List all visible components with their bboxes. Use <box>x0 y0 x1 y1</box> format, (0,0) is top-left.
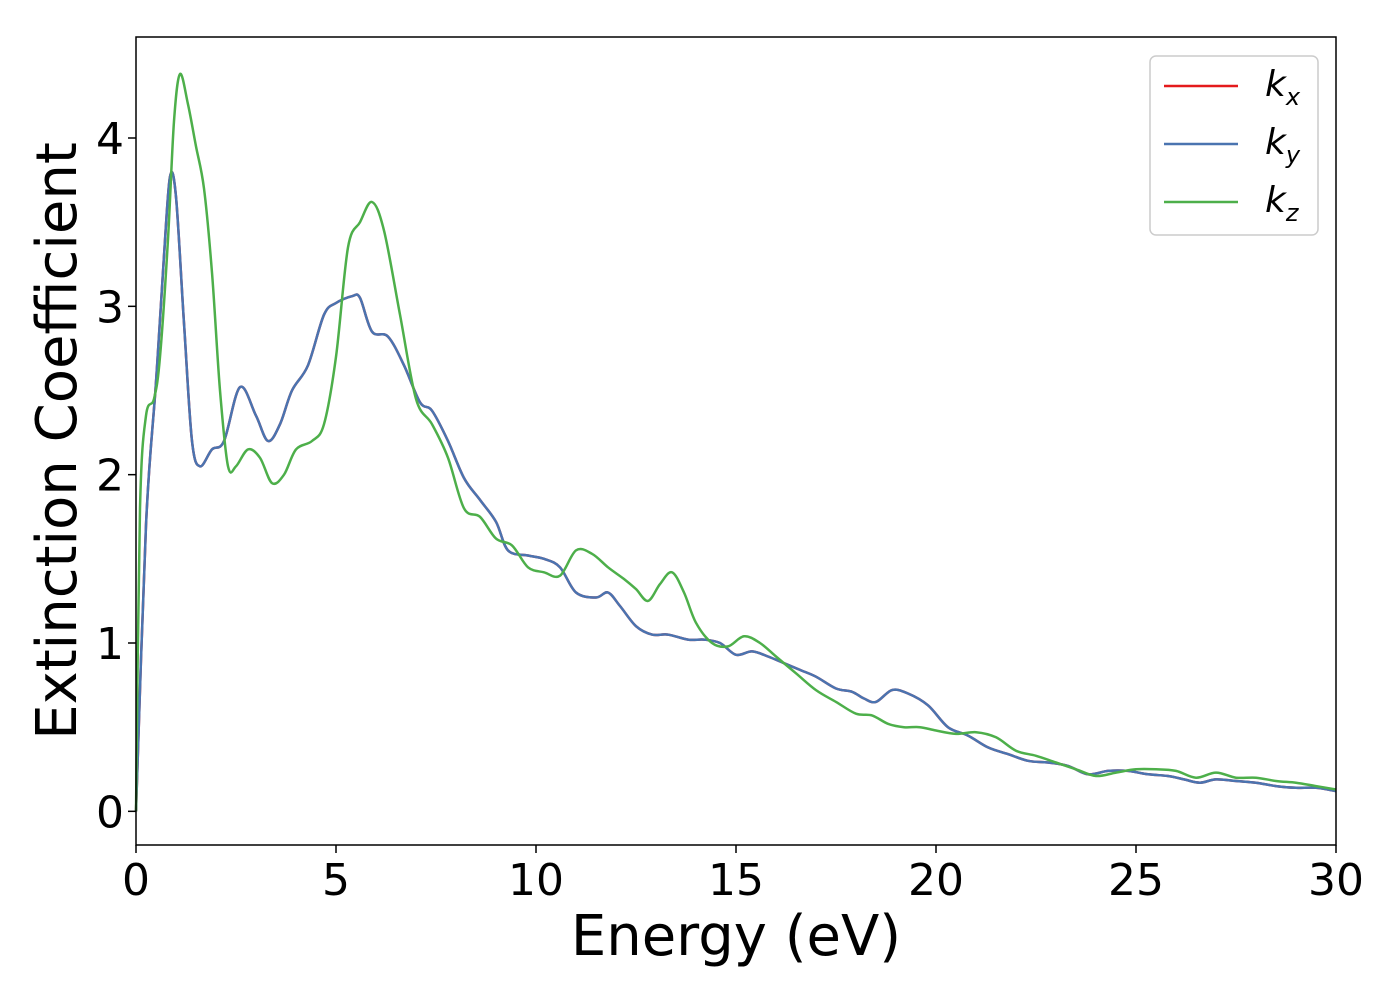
x-tick-label: 15 <box>708 855 764 906</box>
x-axis-ticks: 0 5 10 15 20 25 30 <box>122 845 1364 906</box>
y-tick-label: 0 <box>96 787 124 838</box>
y-axis-ticks: 0 1 2 3 4 <box>96 114 136 838</box>
legend-label-kz: kz <box>1265 180 1300 227</box>
x-tick-label: 25 <box>1108 855 1164 906</box>
x-axis-label: Energy (eV) <box>571 904 901 969</box>
y-tick-label: 2 <box>96 451 124 502</box>
y-tick-label: 4 <box>96 114 124 165</box>
legend: kx ky kz <box>1149 55 1319 236</box>
x-tick-label: 20 <box>908 855 964 906</box>
legend-label-ky: ky <box>1265 122 1301 169</box>
x-tick-label: 0 <box>122 855 150 906</box>
series-line-kz <box>134 72 1337 812</box>
legend-label-kx: kx <box>1265 64 1301 111</box>
series-layer <box>134 72 1337 812</box>
x-tick-label: 10 <box>508 855 564 906</box>
y-tick-label: 3 <box>96 282 124 333</box>
y-tick-label: 1 <box>96 619 124 670</box>
x-tick-label: 30 <box>1308 855 1364 906</box>
y-axis-label: Extinction Coefficient <box>25 142 90 740</box>
legend-box <box>1149 55 1319 236</box>
x-tick-label: 5 <box>322 855 350 906</box>
